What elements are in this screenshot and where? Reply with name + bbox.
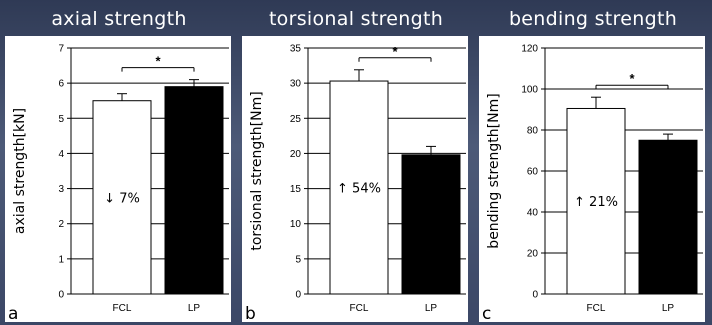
torsional-strength-chart: 0 5 10 15 20 25 30 35 torsional strength[Nm] FCL L… <box>245 44 466 322</box>
panel-label: a <box>8 304 18 322</box>
y-tick-label: 120 <box>521 44 538 55</box>
category-label: FCL <box>113 303 132 314</box>
category-label: FCL <box>587 303 606 314</box>
y-tick-label: 15 <box>290 184 302 195</box>
bar-fcl <box>92 100 152 295</box>
y-tick-label: 20 <box>290 149 302 160</box>
y-tick-label: 30 <box>290 79 302 90</box>
significance-star: * <box>629 71 635 86</box>
y-tick-label: 4 <box>58 149 64 160</box>
significance-star: * <box>392 44 398 59</box>
y-axis-label: torsional strength[Nm] <box>249 91 265 250</box>
panel-title: axial strength <box>51 8 187 30</box>
bar-lp <box>638 139 698 295</box>
plot-box: 0 20 40 60 80 100 120 bending strength[Nm] FCL LP… <box>479 36 705 322</box>
change-annotation: ↑ 21% <box>574 195 618 210</box>
bending-strength-panel: bending strength 0 20 40 60 80 100 120 bending … <box>477 0 709 325</box>
y-tick-label: 35 <box>290 44 302 55</box>
bar-lp <box>164 86 224 295</box>
y-tick-label: 6 <box>58 79 64 90</box>
y-tick-label: 80 <box>527 126 539 137</box>
category-label: LP <box>425 303 438 314</box>
y-tick-label: 0 <box>58 290 64 301</box>
y-tick-label: 20 <box>527 249 539 260</box>
plot-box: 0 5 10 15 20 25 30 35 torsional strength[Nm] FCL L… <box>242 36 468 322</box>
bar-fcl <box>329 80 389 295</box>
y-tick-label: 25 <box>290 114 302 125</box>
torsional-strength-panel: torsional strength 0 5 10 15 20 25 30 35 torsion… <box>240 0 472 325</box>
panel-title: bending strength <box>508 8 678 30</box>
category-label: LP <box>662 303 675 314</box>
axial-strength-panel: axial strength 0 1 2 3 4 5 6 7 axial strength[kN… <box>3 0 235 325</box>
plot-box: 0 1 2 3 4 5 6 7 axial strength[kN] FCL LP * ↓ 7% a <box>5 36 231 322</box>
y-axis-label: bending strength[Nm] <box>486 93 502 248</box>
significance-star: * <box>155 54 161 69</box>
y-tick-label: 2 <box>58 219 64 230</box>
panel-label: b <box>245 304 256 322</box>
y-tick-label: 40 <box>527 208 539 219</box>
bending-strength-chart: 0 20 40 60 80 100 120 bending strength[Nm] FCL LP… <box>482 44 703 322</box>
y-tick-label: 10 <box>290 219 302 230</box>
panel-title: torsional strength <box>268 8 444 30</box>
y-tick-label: 1 <box>58 254 64 265</box>
bar-lp <box>401 154 461 295</box>
change-annotation: ↓ 7% <box>104 191 140 206</box>
y-tick-label: 7 <box>58 44 64 55</box>
axial-strength-chart: 0 1 2 3 4 5 6 7 axial strength[kN] FCL LP * ↓ 7% a <box>8 44 229 322</box>
bar-fcl <box>566 107 626 295</box>
y-tick-label: 5 <box>295 254 301 265</box>
y-tick-label: 0 <box>532 290 538 301</box>
y-tick-label: 5 <box>58 114 64 125</box>
y-tick-label: 0 <box>295 290 301 301</box>
category-label: FCL <box>350 303 369 314</box>
change-annotation: ↑ 54% <box>337 182 381 197</box>
y-tick-label: 60 <box>527 167 539 178</box>
y-axis-label: axial strength[kN] <box>12 108 28 234</box>
y-tick-label: 3 <box>58 184 64 195</box>
panel-label: c <box>482 304 491 322</box>
y-tick-label: 100 <box>521 85 538 96</box>
category-label: LP <box>188 303 201 314</box>
